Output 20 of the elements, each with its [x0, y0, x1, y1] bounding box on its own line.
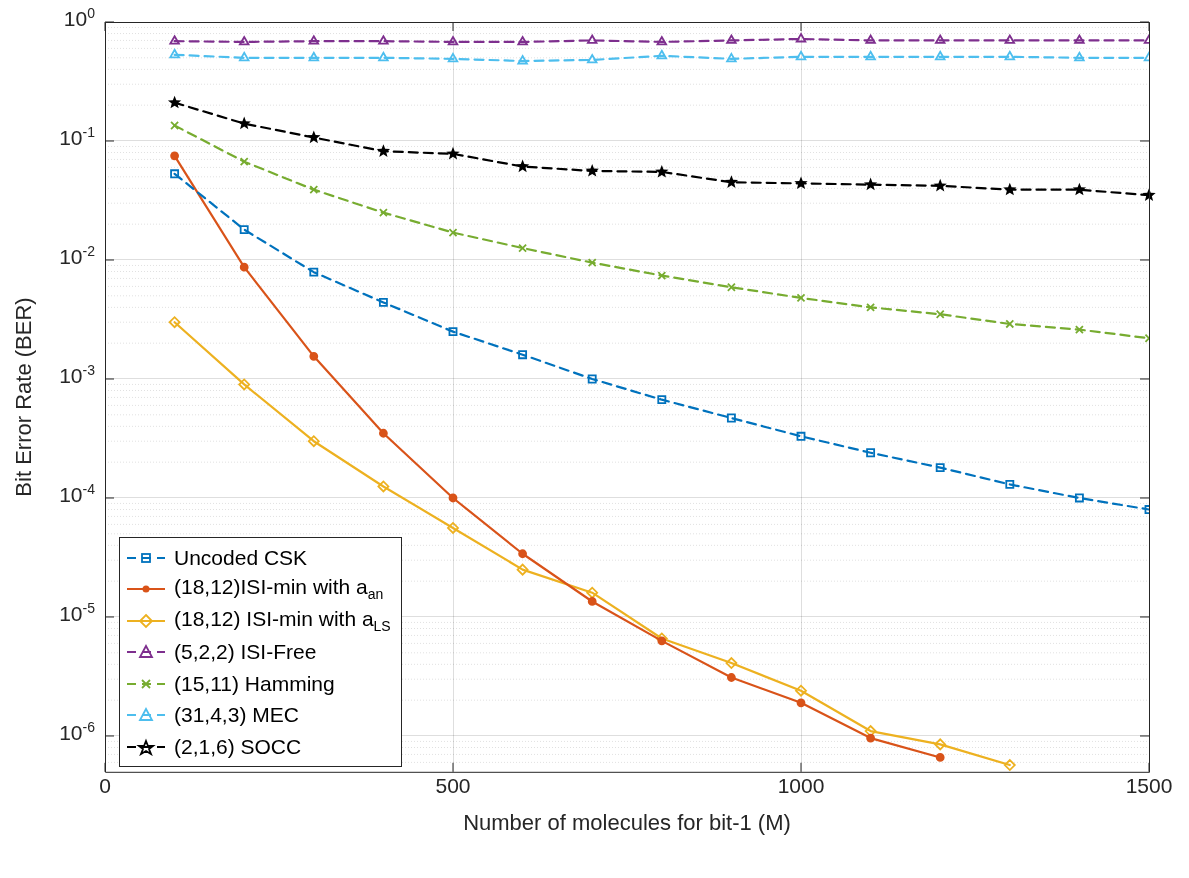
legend-label: (18,12) ISI-min with a$_{LS}$ — [174, 606, 391, 635]
y-tick-label: 10$^{-3}$ — [59, 361, 95, 387]
legend-label: Uncoded CSK — [174, 545, 308, 570]
legend-label: (2,1,6) SOCC — [174, 734, 302, 759]
y-tick-label: 10$^{0}$ — [62, 5, 95, 31]
x-tick-label: 1500 — [1125, 774, 1173, 798]
y-tick-label: 10$^{-2}$ — [58, 242, 95, 269]
x-tick-label: 1000 — [777, 774, 825, 798]
y-axis-title: Bit Error Rate (BER) — [11, 297, 37, 497]
legend-label: (31,4,3) MEC — [174, 703, 299, 728]
legend-label: (15,11) Hamming — [174, 671, 335, 696]
y-tick-label: 10$^{-1}$ — [58, 123, 95, 150]
x-tick-label: 0 — [99, 774, 111, 798]
y-tick-label: 10$^{-4}$ — [59, 480, 95, 506]
legend-label: (5,2,2) ISI-Free — [174, 640, 317, 665]
legend-label: (18,12)ISI-min with a$_{an}$ — [174, 575, 384, 603]
y-tick-label: 10$^{-5}$ — [58, 599, 95, 626]
x-axis-title: Number of molecules for bit-1 (M) — [463, 809, 791, 836]
x-tick-label: 500 — [435, 774, 471, 798]
y-tick-label: 10$^{-6}$ — [58, 718, 95, 745]
